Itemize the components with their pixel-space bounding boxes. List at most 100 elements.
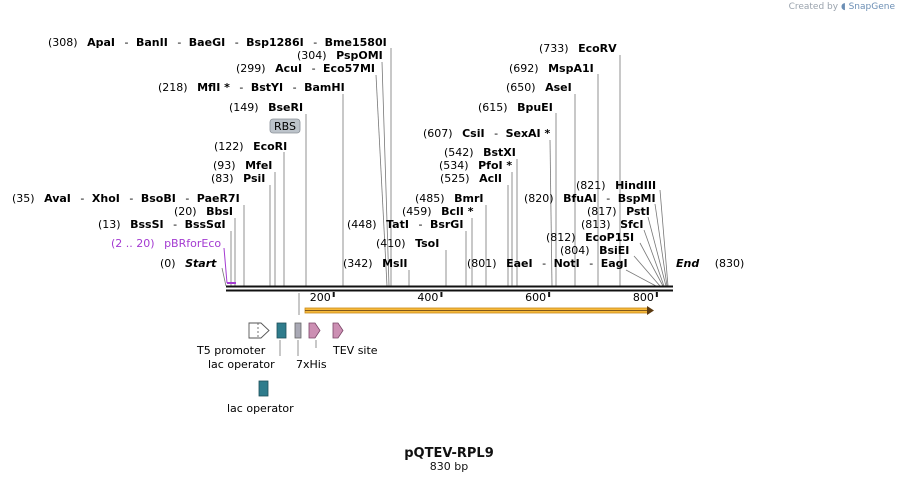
site-pos: (448) bbox=[347, 218, 377, 231]
site-name: PaeR7I bbox=[197, 192, 240, 205]
site-label-start[interactable]: (0) Start bbox=[160, 257, 217, 270]
site-pos: (0) bbox=[160, 257, 176, 270]
site-label-eaei-group[interactable]: (801) EaeI - NotI - EagI bbox=[467, 257, 628, 270]
lac-operator-feature-1[interactable] bbox=[276, 322, 287, 339]
his-tag-label: 7xHis bbox=[296, 358, 327, 371]
site-label-mspa1i[interactable]: (692) MspA1I bbox=[509, 62, 594, 75]
site-pos: (459) bbox=[402, 205, 432, 218]
site-name: XhoI bbox=[92, 192, 120, 205]
site-pos: (821) bbox=[576, 179, 606, 192]
ruler: 200 400 600 800 bbox=[310, 291, 658, 304]
t5-promoter-feature[interactable] bbox=[248, 322, 270, 339]
plasmid-length: 830 bp bbox=[430, 460, 468, 473]
site-label-acui-group[interactable]: (299) AcuI - Eco57MI bbox=[236, 62, 375, 75]
site-name: TatI bbox=[386, 218, 409, 231]
site-name: EcoRV bbox=[578, 42, 617, 55]
site-name: BsoBI bbox=[141, 192, 176, 205]
site-pos: (542) bbox=[444, 146, 474, 159]
site-label-bfuai-group[interactable]: (820) BfuAI - BspMI bbox=[524, 192, 656, 205]
site-pos: (20) bbox=[174, 205, 197, 218]
site-name: SexAI * bbox=[506, 127, 551, 140]
tev-site-feature-1[interactable] bbox=[308, 322, 321, 339]
site-pos: (410) bbox=[376, 237, 406, 250]
site-label-bcli[interactable]: (459) BclI * bbox=[402, 205, 474, 218]
site-label-ecorv[interactable]: (733) EcoRV bbox=[539, 42, 617, 55]
site-name: PsiI bbox=[243, 172, 265, 185]
site-label-pfoi[interactable]: (534) PfoI * bbox=[439, 159, 512, 172]
site-pos: (525) bbox=[440, 172, 470, 185]
site-label-acli[interactable]: (525) AclI bbox=[440, 172, 502, 185]
site-pos: (830) bbox=[715, 257, 745, 270]
site-name: BanII bbox=[136, 36, 168, 49]
site-name: AvaI bbox=[44, 192, 71, 205]
site-name: ApaI bbox=[87, 36, 115, 49]
site-name: BstYI bbox=[251, 81, 283, 94]
site-name: EaeI bbox=[506, 257, 533, 270]
site-label-bpuei[interactable]: (615) BpuEI bbox=[478, 101, 553, 114]
watermark-brand: SnapGene bbox=[848, 2, 895, 12]
site-pos: (299) bbox=[236, 62, 266, 75]
feature-connectors bbox=[279, 340, 317, 356]
site-label-msli[interactable]: (342) MslI bbox=[343, 257, 407, 270]
site-name: TsoI bbox=[415, 237, 439, 250]
site-label-sfci[interactable]: (813) SfcI bbox=[581, 218, 643, 231]
site-pos: (304) bbox=[297, 49, 327, 62]
site-name: PfoI * bbox=[478, 159, 512, 172]
his-tag-feature[interactable] bbox=[294, 322, 302, 339]
t5-promoter-label: T5 promoter bbox=[196, 344, 266, 357]
site-label-csii-group[interactable]: (607) CsiI - SexAI * bbox=[423, 127, 550, 140]
rbs-feature[interactable]: RBS bbox=[269, 118, 301, 134]
site-label-mfei[interactable]: (93) MfeI bbox=[213, 159, 272, 172]
site-pos: (534) bbox=[439, 159, 469, 172]
site-pos: (820) bbox=[524, 192, 554, 205]
site-name: Bme1580I bbox=[325, 36, 387, 49]
orf-arrow[interactable] bbox=[304, 306, 654, 315]
site-label-tsoi[interactable]: (410) TsoI bbox=[376, 237, 439, 250]
site-label-bmri[interactable]: (485) BmrI bbox=[415, 192, 483, 205]
site-name: MflI * bbox=[197, 81, 230, 94]
primer-range: (2 .. 20) bbox=[111, 237, 155, 250]
site-name: HindIII bbox=[615, 179, 656, 192]
site-label-hindiii[interactable]: (821) HindIII bbox=[576, 179, 656, 192]
site-pos: (615) bbox=[478, 101, 508, 114]
site-name: BamHI bbox=[304, 81, 345, 94]
site-name: BspMI bbox=[618, 192, 656, 205]
site-label-end[interactable]: End (830) bbox=[676, 257, 744, 270]
site-pos: (13) bbox=[98, 218, 121, 231]
lac-operator-feature-2[interactable] bbox=[258, 380, 269, 397]
site-pos: (813) bbox=[581, 218, 611, 231]
site-name: BssSI bbox=[130, 218, 164, 231]
tev-site-feature-2[interactable] bbox=[332, 322, 344, 339]
site-pos: (733) bbox=[539, 42, 569, 55]
site-label-tati-group[interactable]: (448) TatI - BsrGI bbox=[347, 218, 463, 231]
site-name: BseRI bbox=[268, 101, 303, 114]
site-label-psii[interactable]: (83) PsiI bbox=[211, 172, 265, 185]
primer-name: pBRforEco bbox=[164, 237, 221, 250]
watermark-prefix: Created by bbox=[788, 2, 839, 12]
site-pos: (35) bbox=[12, 192, 35, 205]
site-name: PstI bbox=[626, 205, 650, 218]
dna-backbone bbox=[226, 285, 673, 292]
site-label-ecori[interactable]: (122) EcoRI bbox=[214, 140, 287, 153]
site-name: BaeGI bbox=[189, 36, 225, 49]
site-label-ecop15i[interactable]: (812) EcoP15I bbox=[546, 231, 634, 244]
site-name: BstXI bbox=[483, 146, 516, 159]
site-name: BbsI bbox=[206, 205, 233, 218]
site-label-bsiei[interactable]: (804) BsiEI bbox=[560, 244, 629, 257]
site-pos: (485) bbox=[415, 192, 445, 205]
site-label-mfli-group[interactable]: (218) MflI * - BstYI - BamHI bbox=[158, 81, 345, 94]
site-label-psti[interactable]: (817) PstI bbox=[587, 205, 650, 218]
site-label-bsssi-group[interactable]: (13) BssSI - BssSαI bbox=[98, 218, 226, 231]
site-label-apai-group[interactable]: (308) ApaI - BanII - BaeGI - Bsp1286I - … bbox=[48, 36, 387, 49]
site-name: MslI bbox=[382, 257, 407, 270]
site-label-avai-group[interactable]: (35) AvaI - XhoI - BsoBI - PaeR7I bbox=[12, 192, 240, 205]
site-label-pspomi[interactable]: (304) PspOMI bbox=[297, 49, 383, 62]
site-name: MspA1I bbox=[548, 62, 594, 75]
site-label-bbsi[interactable]: (20) BbsI bbox=[174, 205, 233, 218]
site-label-asei[interactable]: (650) AseI bbox=[506, 81, 572, 94]
primer-label[interactable]: (2 .. 20) pBRforEco bbox=[111, 237, 221, 250]
site-label-bseri[interactable]: (149) BseRI bbox=[229, 101, 303, 114]
primer-connector bbox=[223, 247, 228, 284]
site-label-bstxi[interactable]: (542) BstXI bbox=[444, 146, 516, 159]
